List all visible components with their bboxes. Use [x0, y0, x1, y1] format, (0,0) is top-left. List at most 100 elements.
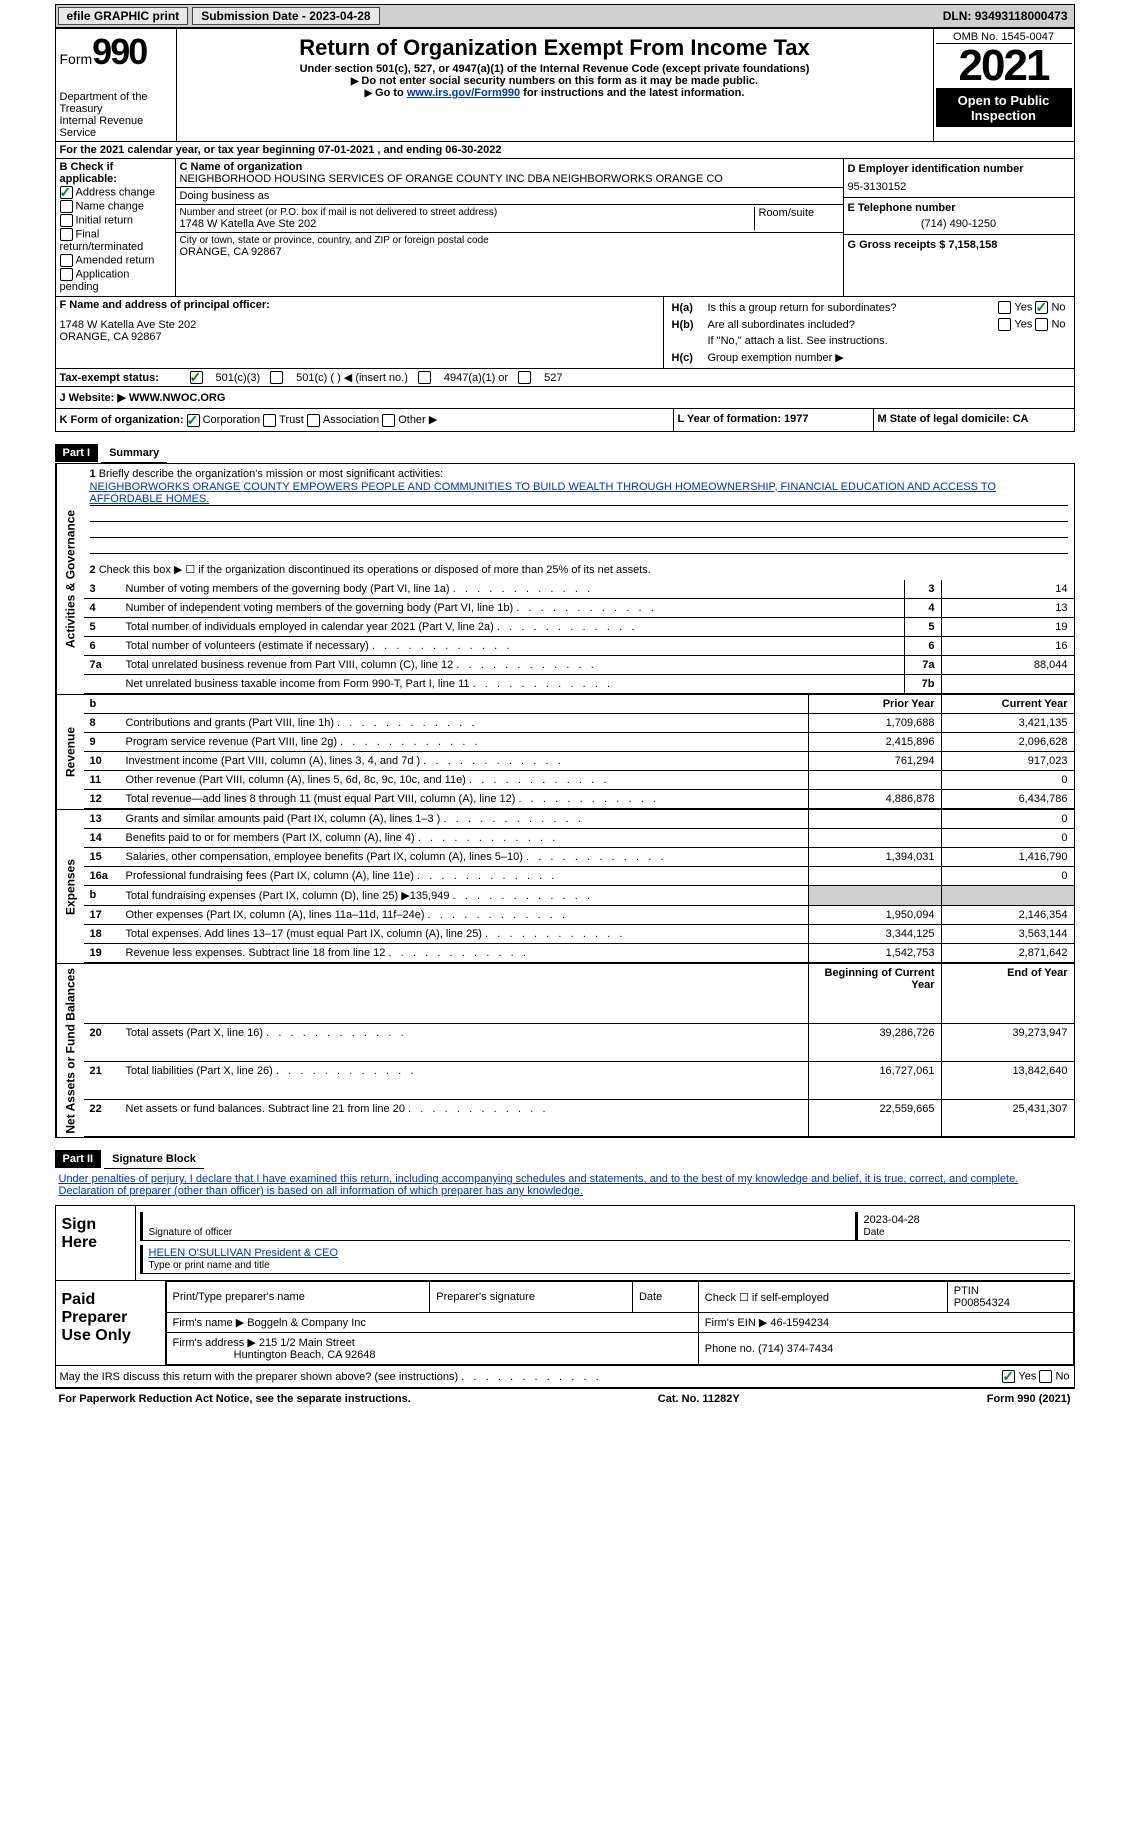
section-e-label: E Telephone number — [848, 202, 1070, 214]
501c-checkbox[interactable] — [270, 371, 283, 384]
firm-phone-label: Phone no. — [705, 1343, 755, 1355]
addr-label: Number and street (or P.O. box if mail i… — [180, 207, 754, 218]
table-row: 7aTotal unrelated business revenue from … — [84, 655, 1074, 674]
hc-text: Group exemption number ▶ — [708, 351, 844, 364]
hc-label: H(c) — [672, 352, 708, 364]
501c3-checkbox[interactable] — [190, 371, 203, 384]
sign-here-block: Sign Here Signature of officer 2023-04-2… — [55, 1205, 1075, 1281]
ptin-value: P00854324 — [954, 1297, 1010, 1309]
hb-no-checkbox[interactable] — [1035, 318, 1048, 331]
line1-label: Briefly describe the organization's miss… — [99, 468, 443, 480]
table-row: 9Program service revenue (Part VIII, lin… — [84, 732, 1074, 751]
table-row: 4Number of independent voting members of… — [84, 598, 1074, 617]
name-change-checkbox[interactable] — [60, 200, 73, 213]
paid-preparer-label: Paid Preparer Use Only — [56, 1281, 166, 1365]
open-public-inspection: Open to Public Inspection — [936, 89, 1072, 127]
netassets-table: Beginning of Current YearEnd of Year20To… — [84, 964, 1074, 1138]
check-if-label: Check ☐ if self-employed — [698, 1282, 947, 1313]
section-f-label: F Name and address of principal officer: — [60, 299, 659, 311]
table-row: 19Revenue less expenses. Subtract line 1… — [84, 943, 1074, 962]
part1-title: Summary — [101, 444, 167, 463]
table-row: 17Other expenses (Part IX, column (A), l… — [84, 905, 1074, 924]
line2-text: Check this box ▶ ☐ if the organization d… — [99, 564, 651, 576]
firm-ein-label: Firm's EIN ▶ — [705, 1317, 768, 1329]
phone-value: (714) 490-1250 — [848, 218, 1070, 230]
form-subtitle: Under section 501(c), 527, or 4947(a)(1)… — [181, 63, 929, 75]
dln-label: DLN: 93493118000473 — [943, 9, 1074, 23]
prep-sig-label: Preparer's signature — [430, 1282, 633, 1313]
tax-year: 2021 — [936, 43, 1072, 89]
ha-yes-checkbox[interactable] — [998, 301, 1011, 314]
address-change-checkbox[interactable] — [60, 186, 73, 199]
expenses-section: Expenses 13Grants and similar amounts pa… — [55, 810, 1075, 964]
table-row: 18Total expenses. Add lines 13–17 (must … — [84, 924, 1074, 943]
mission-text: NEIGHBORWORKS ORANGE COUNTY EMPOWERS PEO… — [90, 481, 1068, 506]
sign-here-label: Sign Here — [56, 1206, 136, 1280]
sig-officer-label: Signature of officer — [149, 1227, 233, 1238]
hb-yes-checkbox[interactable] — [998, 318, 1011, 331]
status-section: Tax-exempt status: 501(c)(3) 501(c) ( ) … — [55, 369, 1075, 387]
corporation-checkbox[interactable] — [187, 414, 200, 427]
form-number: Form990 — [60, 31, 172, 73]
paperwork-notice: For Paperwork Reduction Act Notice, see … — [59, 1393, 411, 1405]
table-row: 15Salaries, other compensation, employee… — [84, 847, 1074, 866]
prep-date-label: Date — [632, 1282, 698, 1313]
discuss-text: May the IRS discuss this return with the… — [60, 1371, 599, 1383]
527-checkbox[interactable] — [518, 371, 531, 384]
table-row: 8Contributions and grants (Part VIII, li… — [84, 713, 1074, 732]
application-pending-checkbox[interactable] — [60, 268, 73, 281]
table-row: 12Total revenue—add lines 8 through 11 (… — [84, 789, 1074, 808]
dept-label: Department of the Treasury — [60, 91, 172, 115]
dba-label: Doing business as — [180, 190, 839, 202]
expenses-tab: Expenses — [56, 810, 84, 963]
table-row: 14Benefits paid to or for members (Part … — [84, 828, 1074, 847]
section-d-label: D Employer identification number — [848, 163, 1070, 175]
revenue-tab: Revenue — [56, 695, 84, 809]
officer-h-section: F Name and address of principal officer:… — [55, 297, 1075, 369]
discuss-no-checkbox[interactable] — [1039, 1370, 1052, 1383]
part1-label: Part I — [55, 444, 99, 462]
ssn-note: Do not enter social security numbers on … — [181, 75, 929, 87]
netassets-section: Net Assets or Fund Balances Beginning of… — [55, 964, 1075, 1139]
4947-checkbox[interactable] — [418, 371, 431, 384]
ha-no-checkbox[interactable] — [1035, 301, 1048, 314]
table-row: 21Total liabilities (Part X, line 26)16,… — [84, 1062, 1074, 1100]
table-row: bTotal fundraising expenses (Part IX, co… — [84, 885, 1074, 905]
form-footer: Form 990 (2021) — [987, 1393, 1071, 1405]
amended-return-checkbox[interactable] — [60, 254, 73, 267]
table-row: 22Net assets or fund balances. Subtract … — [84, 1099, 1074, 1137]
cat-number: Cat. No. 11282Y — [658, 1393, 740, 1405]
sig-date-value: 2023-04-28 — [864, 1214, 920, 1226]
discuss-yes-checkbox[interactable] — [1002, 1370, 1015, 1383]
goto-note: Go to www.irs.gov/Form990 for instructio… — [181, 87, 929, 99]
ptin-label: PTIN — [954, 1285, 979, 1297]
trust-checkbox[interactable] — [263, 414, 276, 427]
sig-date-label: Date — [864, 1227, 885, 1238]
table-row: Net unrelated business taxable income fr… — [84, 674, 1074, 693]
i-label: Tax-exempt status: — [60, 372, 180, 384]
final-return-checkbox[interactable] — [60, 228, 73, 241]
k-label: K Form of organization: — [60, 414, 184, 426]
prep-name-label: Print/Type preparer's name — [166, 1282, 430, 1313]
netassets-tab: Net Assets or Fund Balances — [56, 964, 84, 1138]
irs-link[interactable]: www.irs.gov/Form990 — [407, 87, 520, 99]
submission-date-button[interactable]: Submission Date - 2023-04-28 — [192, 7, 379, 25]
table-row: 5Total number of individuals employed in… — [84, 617, 1074, 636]
hb-note: If "No," attach a list. See instructions… — [708, 335, 888, 347]
firm-addr1: 215 1/2 Main Street — [259, 1337, 355, 1349]
website-section: J Website: ▶ WWW.NWOC.ORG — [55, 387, 1075, 409]
other-checkbox[interactable] — [382, 414, 395, 427]
street-address: 1748 W Katella Ave Ste 202 — [180, 218, 754, 230]
sig-name-label: Type or print name and title — [149, 1260, 270, 1271]
ag-lines-table: 3Number of voting members of the governi… — [84, 580, 1074, 694]
association-checkbox[interactable] — [307, 414, 320, 427]
form-header: Form990 Department of the Treasury Inter… — [55, 28, 1075, 142]
org-name: NEIGHBORHOOD HOUSING SERVICES OF ORANGE … — [180, 173, 839, 185]
efile-print-button[interactable]: efile GRAPHIC print — [58, 7, 189, 25]
j-label: J Website: ▶ — [60, 392, 126, 404]
officer-addr1: 1748 W Katella Ave Ste 202 — [60, 319, 659, 331]
initial-return-checkbox[interactable] — [60, 214, 73, 227]
hb-text: Are all subordinates included? — [708, 319, 855, 331]
top-toolbar: efile GRAPHIC print Submission Date - 20… — [55, 4, 1075, 28]
footer: For Paperwork Reduction Act Notice, see … — [55, 1388, 1075, 1409]
